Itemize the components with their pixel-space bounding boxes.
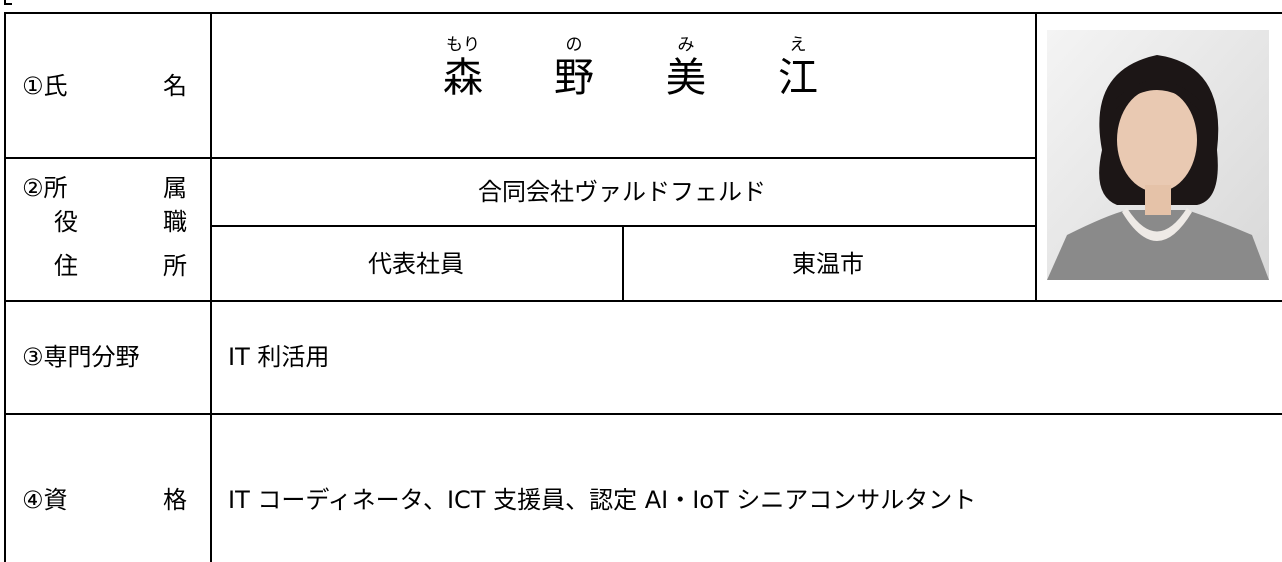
name: 野 <box>554 55 594 101</box>
label: ②所 <box>22 174 68 202</box>
bracket <box>4 0 6 4</box>
label: ①氏 <box>22 72 68 100</box>
label: 属 <box>163 174 187 202</box>
border <box>4 413 1282 415</box>
name: 美 <box>666 55 706 101</box>
border <box>4 157 1035 159</box>
border <box>622 225 624 300</box>
label: 役 <box>54 208 78 236</box>
ruby: え <box>789 35 807 55</box>
label: 格 <box>163 486 187 514</box>
name: 森 <box>443 55 483 101</box>
address: 東温市 <box>792 250 864 278</box>
border <box>4 300 1282 302</box>
photo <box>1047 30 1269 280</box>
organization: 合同会社ヴァルドフェルド <box>478 178 766 206</box>
value: IT コーディネータ、ICT 支援員、認定 AI・IoT シニアコンサルタント <box>228 486 977 514</box>
border <box>4 12 6 562</box>
bracket <box>4 3 12 5</box>
name: 江 <box>778 55 818 101</box>
border <box>210 12 212 562</box>
label: 住 <box>54 252 78 280</box>
border <box>1035 12 1037 300</box>
label: 所 <box>163 252 187 280</box>
border <box>4 12 1282 14</box>
value: IT 利活用 <box>228 343 330 371</box>
label: ④資 <box>22 486 68 514</box>
label: 名 <box>163 72 187 100</box>
title: 代表社員 <box>368 250 464 278</box>
label: 職 <box>163 208 187 236</box>
ruby: の <box>565 35 583 55</box>
label: ③専門分野 <box>22 343 140 371</box>
ruby: み <box>677 35 695 55</box>
ruby: もり <box>446 35 480 55</box>
